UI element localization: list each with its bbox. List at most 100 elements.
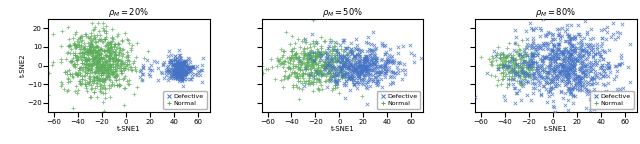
Point [531, 77, 541, 79]
Point [92, 65, 102, 67]
Point [112, 83, 122, 86]
Point [86, 60, 97, 62]
Point [604, 66, 614, 69]
Point [81, 33, 91, 35]
Point [564, 51, 574, 53]
Point [591, 74, 601, 76]
Point [371, 76, 381, 78]
Point [326, 58, 336, 60]
Point [178, 72, 188, 74]
Point [294, 56, 304, 58]
Point [570, 59, 580, 61]
Point [360, 61, 371, 63]
Point [511, 71, 522, 73]
Point [588, 67, 598, 70]
Point [495, 57, 505, 60]
Point [275, 48, 285, 50]
Point [108, 56, 118, 58]
Point [68, 62, 79, 65]
Point [285, 73, 296, 75]
Point [170, 67, 180, 70]
Point [549, 68, 559, 71]
Point [95, 83, 105, 86]
Point [360, 68, 371, 70]
Point [540, 71, 550, 73]
Point [310, 42, 321, 44]
Point [99, 50, 109, 52]
Point [173, 65, 184, 67]
Point [74, 66, 84, 69]
Point [534, 44, 545, 46]
Point [350, 67, 360, 70]
Point [88, 49, 98, 52]
Point [105, 63, 115, 65]
Point [285, 67, 296, 69]
Point [328, 61, 338, 63]
Point [284, 77, 294, 79]
Point [333, 59, 344, 62]
Point [554, 28, 564, 30]
Legend: Defective, Normal: Defective, Normal [591, 91, 634, 109]
Point [310, 70, 321, 72]
Point [80, 59, 90, 61]
Point [559, 50, 569, 53]
Point [325, 50, 335, 53]
Point [532, 54, 542, 57]
Point [70, 53, 81, 56]
Point [597, 64, 607, 66]
Point [280, 70, 291, 72]
Point [540, 42, 550, 44]
Point [324, 70, 335, 72]
Point [70, 63, 81, 65]
Point [353, 56, 364, 58]
Point [170, 77, 180, 80]
Point [292, 55, 303, 58]
Point [161, 68, 171, 71]
Point [316, 52, 326, 54]
Point [100, 70, 111, 72]
Point [519, 82, 529, 84]
Point [372, 67, 382, 69]
Point [182, 71, 193, 73]
Point [86, 46, 97, 48]
Point [345, 62, 355, 64]
Point [349, 83, 360, 86]
Point [586, 28, 596, 30]
Point [525, 44, 536, 47]
Point [312, 50, 323, 52]
Point [603, 67, 613, 69]
Point [543, 90, 554, 93]
Point [303, 80, 314, 82]
Point [360, 56, 371, 59]
Point [69, 54, 79, 57]
Point [86, 43, 96, 45]
Point [363, 65, 373, 68]
Point [294, 59, 304, 61]
Point [116, 62, 126, 64]
Point [179, 60, 189, 62]
Point [508, 78, 518, 80]
Point [595, 94, 605, 96]
Point [172, 60, 182, 63]
Point [289, 71, 300, 74]
Point [348, 69, 358, 72]
Point [172, 70, 182, 72]
Point [124, 83, 134, 85]
Point [548, 75, 558, 78]
Point [73, 72, 83, 75]
Point [330, 77, 340, 80]
Point [297, 61, 307, 63]
Point [342, 64, 353, 66]
Point [178, 72, 188, 74]
Point [307, 73, 317, 75]
Point [354, 60, 364, 62]
Point [79, 75, 89, 78]
Point [313, 78, 323, 80]
Point [112, 63, 122, 65]
Point [171, 71, 181, 73]
Point [174, 65, 184, 67]
Point [564, 35, 575, 37]
Point [590, 52, 600, 55]
Point [617, 62, 627, 64]
Point [570, 78, 580, 80]
